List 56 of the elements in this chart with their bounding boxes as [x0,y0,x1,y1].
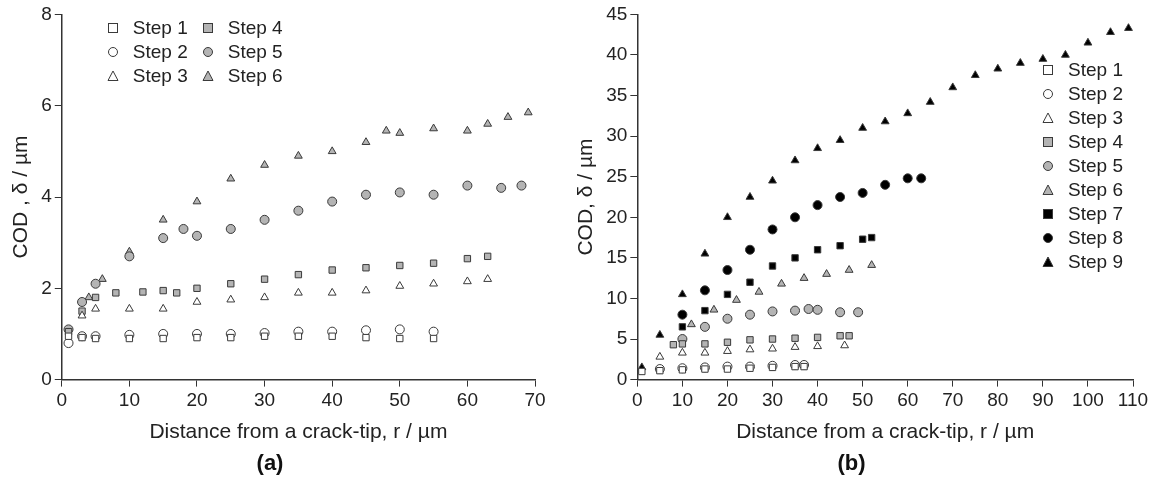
x-tick-label: 40 [807,389,829,411]
legend-label: Step 4 [227,17,283,40]
legend-label: Step 6 [227,65,283,88]
legend-label: Step 3 [1068,107,1123,130]
y-tick-label: 0 [616,367,628,389]
y-tick-label: 4 [41,185,53,207]
x-tick-label: 60 [456,389,478,411]
y-tick-label: 0 [41,367,52,389]
y-tick-label: 20 [606,205,628,227]
legend-label: Step 5 [227,41,283,64]
y-axis-title: COD, δ / µm [573,138,597,256]
legend-label: Step 6 [1068,179,1123,202]
x-axis-title: Distance from a crack-tip, r / µm [736,418,1035,442]
x-tick-label: 20 [186,389,208,411]
legend-label: Step 4 [1068,131,1123,154]
x-tick-label: 70 [524,389,546,411]
x-tick-label: 60 [897,389,919,411]
x-tick-label: 0 [56,389,68,411]
y-tick-label: 10 [606,286,628,308]
legend-label: Step 2 [132,41,188,64]
x-tick-label: 90 [1032,389,1054,411]
y-tick-label: 35 [606,83,628,105]
legend-label: Step 5 [1068,155,1123,178]
x-axis-title: Distance from a crack-tip, r / µm [149,418,448,442]
x-tick-label: 100 [1072,389,1104,411]
y-axis-title: COD , δ / µm [8,135,32,259]
legend-label: Step 3 [132,65,188,88]
x-tick-label: 80 [987,389,1009,411]
y-tick-label: 45 [606,2,628,24]
legend-label: Step 1 [132,17,188,40]
y-tick-label: 30 [606,124,628,146]
text: (b) [837,449,866,475]
x-tick-label: 10 [118,389,140,411]
legend-label: Step 9 [1068,251,1123,274]
x-tick-label: 30 [254,389,276,411]
legend-label: Step 7 [1068,203,1123,226]
text: (a) [256,449,284,475]
legend-label: Step 2 [1068,83,1123,106]
x-tick-label: 50 [389,389,411,411]
x-tick-label: 0 [632,389,643,411]
x-tick-label: 40 [321,389,343,411]
legend-label: Step 1 [1068,59,1123,82]
y-tick-label: 5 [616,327,628,349]
y-tick-label: 25 [606,164,628,186]
x-tick-label: 50 [852,389,874,411]
legend-label: Step 8 [1068,227,1123,250]
x-tick-label: 30 [761,389,784,411]
x-tick-label: 20 [716,389,739,411]
x-tick-label: 70 [942,389,964,411]
x-tick-label: 110 [1117,389,1149,411]
x-tick-label: 10 [671,389,693,411]
y-tick-label: 15 [606,246,628,268]
y-tick-label: 8 [41,2,52,24]
y-tick-label: 6 [41,93,52,115]
y-tick-label: 40 [606,43,628,65]
y-tick-label: 2 [41,276,52,298]
